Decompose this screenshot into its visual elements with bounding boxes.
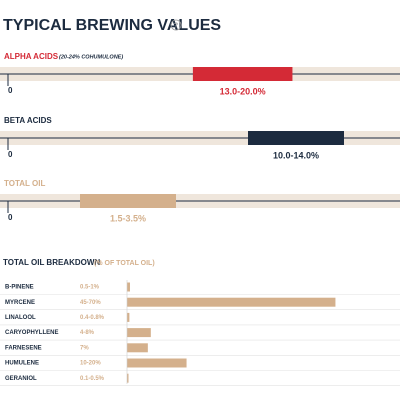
zero-label: 0 <box>8 150 13 159</box>
oil-name: LINALOOL <box>5 315 36 321</box>
page-title: TYPICAL BREWING VALUES <box>3 17 221 34</box>
breakdown-subtitle: (% OF TOTAL OIL) <box>94 260 155 267</box>
oil-bar <box>127 312 130 322</box>
oil-bar <box>127 373 129 383</box>
oil-name: B-PINENE <box>5 285 34 291</box>
oil-bar <box>127 328 151 338</box>
oil-range: 0.5-1% <box>80 285 100 291</box>
oil-bar <box>127 358 187 368</box>
oil-range: 45-70% <box>80 300 101 306</box>
range-bar <box>192 67 293 81</box>
range-note: (20-24% COHUMULONE) <box>59 54 123 60</box>
range-value: 1.5-3.5% <box>110 213 146 223</box>
oil-bar <box>127 282 130 292</box>
oil-name: MYRCENE <box>5 300 35 306</box>
breakdown-title: TOTAL OIL BREAKDOWN <box>3 258 100 267</box>
range-value: 10.0-14.0% <box>273 150 319 160</box>
oil-range: 4-8% <box>80 330 95 336</box>
oil-name: HUMULENE <box>5 361 39 367</box>
range-label: ALPHA ACIDS <box>4 52 59 61</box>
zero-label: 0 <box>8 86 13 95</box>
oil-bar <box>127 297 336 307</box>
oil-name: CARYOPHYLLENE <box>5 330 58 336</box>
oil-name: GERANIOL <box>5 376 37 382</box>
oil-range: 10-20% <box>80 361 101 367</box>
zero-label: 0 <box>8 213 13 222</box>
range-value: 13.0-20.0% <box>220 86 266 96</box>
oil-range: 0.1-0.5% <box>80 376 105 382</box>
range-label: BETA ACIDS <box>4 116 52 125</box>
oil-range: 7% <box>80 345 89 351</box>
range-label: TOTAL OIL <box>4 179 45 188</box>
range-bar <box>80 194 176 208</box>
help-icon[interactable] <box>170 19 182 31</box>
oil-range: 0.4-0.8% <box>80 315 105 321</box>
range-bar <box>248 131 344 145</box>
help-icon-glyph[interactable]: ? <box>174 22 178 29</box>
oil-name: FARNESENE <box>5 345 42 351</box>
oil-bar <box>127 343 148 353</box>
